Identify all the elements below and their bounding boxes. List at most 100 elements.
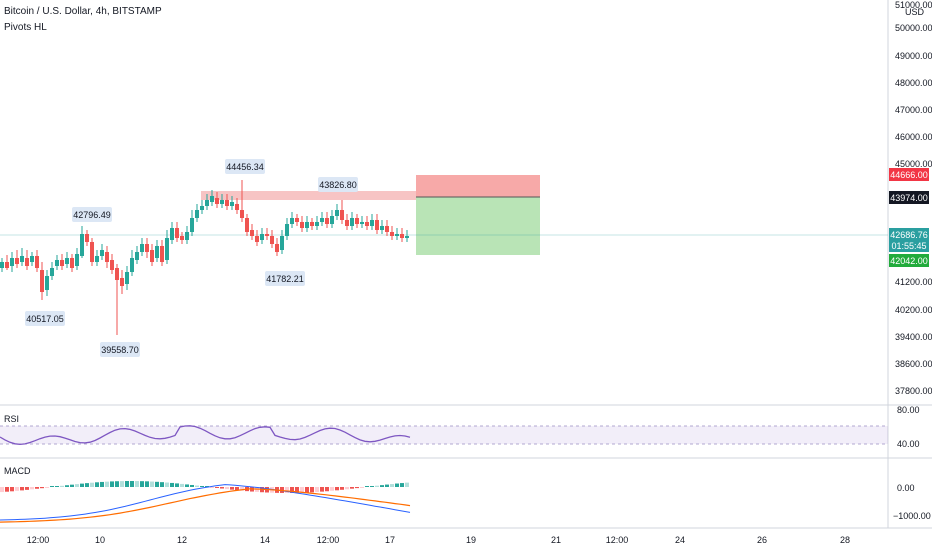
pivot-high-2: 43826.80 bbox=[319, 180, 357, 190]
macd-histogram-bar bbox=[195, 485, 199, 487]
macd-histogram-bar bbox=[290, 487, 294, 493]
price-axis-label: 49000.00 bbox=[895, 51, 932, 61]
candle-body bbox=[140, 244, 144, 252]
pivot-low-2-box bbox=[25, 311, 65, 326]
time-axis-label: 26 bbox=[757, 535, 767, 545]
time-axis-label: 12:00 bbox=[27, 535, 50, 545]
rsi-band bbox=[0, 426, 888, 444]
macd-histogram-bar bbox=[75, 484, 79, 487]
macd-histogram-bar bbox=[40, 487, 44, 489]
target-price-tag[interactable] bbox=[889, 254, 929, 267]
macd-histogram-bar bbox=[105, 481, 109, 487]
time-axis[interactable]: 12:00 10 12 14 12:00 17 19 21 12:00 24 26 28 bbox=[27, 535, 850, 545]
indicator-pivots-label[interactable]: Pivots HL bbox=[4, 22, 47, 33]
candle-body bbox=[235, 204, 239, 210]
candle-body bbox=[75, 254, 79, 266]
candle-body bbox=[65, 258, 69, 264]
macd-histogram-bar bbox=[170, 482, 174, 487]
candle-body bbox=[265, 234, 269, 236]
macd-line bbox=[0, 484, 411, 521]
macd-histogram-bar bbox=[380, 485, 384, 487]
candle-body bbox=[5, 262, 9, 268]
candle-body bbox=[35, 256, 39, 268]
candle-body bbox=[400, 234, 404, 238]
candle-body bbox=[395, 234, 399, 236]
macd-histogram-bar bbox=[125, 481, 129, 487]
macd-histogram-bar bbox=[90, 482, 94, 487]
take-profit-zone[interactable] bbox=[416, 197, 540, 255]
stop-loss-extension bbox=[201, 191, 416, 200]
pivot-low-2: 40517.05 bbox=[26, 314, 64, 324]
candle-body bbox=[230, 202, 234, 206]
price-axis-labels[interactable]: 50000.00 49000.00 48000.00 47000.00 46000.00… bbox=[895, 23, 932, 396]
macd-histogram-bar bbox=[110, 481, 114, 487]
stop-price-tag[interactable] bbox=[889, 168, 929, 181]
candle-body bbox=[380, 226, 384, 230]
rsi-label[interactable]: RSI bbox=[4, 414, 19, 424]
candle-body bbox=[80, 234, 84, 256]
currency-usd-icon[interactable]: USD bbox=[905, 7, 925, 17]
target-price-text: 42042.00 bbox=[890, 256, 928, 266]
price-axis-label: 37800.00 bbox=[895, 386, 932, 396]
macd-label[interactable]: MACD bbox=[4, 466, 31, 476]
candle-body bbox=[335, 210, 339, 216]
candle-body bbox=[330, 216, 334, 224]
pivot-low-3-box bbox=[100, 342, 140, 357]
macd-histogram-bar bbox=[45, 487, 49, 488]
price-axis-label: 41200.00 bbox=[895, 277, 932, 287]
macd-histogram-bar bbox=[190, 484, 194, 487]
macd-histogram-bar bbox=[50, 486, 54, 487]
candle-body bbox=[55, 260, 59, 266]
macd-histogram-bar bbox=[135, 481, 139, 487]
macd-histogram-bar bbox=[95, 482, 99, 487]
price-axis-label: 38600.00 bbox=[895, 359, 932, 369]
macd-histogram-bar bbox=[205, 486, 209, 487]
last-price-tag[interactable] bbox=[889, 228, 929, 252]
macd-histogram-bar bbox=[0, 487, 4, 493]
time-axis-label: 12:00 bbox=[606, 535, 629, 545]
pivot-high-3: 42796.49 bbox=[73, 210, 111, 220]
stop-loss-zone[interactable] bbox=[416, 175, 540, 197]
price-axis-label: 48000.00 bbox=[895, 78, 932, 88]
macd-histogram-bar bbox=[370, 486, 374, 487]
pivot-high-1: 44456.34 bbox=[226, 162, 264, 172]
candle-body bbox=[95, 256, 99, 262]
macd-histogram-bar bbox=[340, 487, 344, 490]
candle-body bbox=[150, 250, 154, 262]
candle-body bbox=[315, 222, 319, 226]
candlesticks[interactable] bbox=[0, 180, 409, 335]
macd-histogram-bar bbox=[165, 482, 169, 487]
candle-body bbox=[260, 234, 264, 240]
candle-body bbox=[255, 236, 259, 242]
price-axis-label: 46000.00 bbox=[895, 132, 932, 142]
macd-histogram-bar bbox=[325, 487, 329, 492]
candle-body bbox=[125, 272, 129, 284]
candle-body bbox=[165, 238, 169, 260]
macd-histogram-bar bbox=[390, 484, 394, 487]
pivot-high-1-box bbox=[225, 159, 265, 174]
candle-body bbox=[355, 218, 359, 224]
macd-histogram-bar bbox=[355, 487, 359, 489]
macd-histogram-bar bbox=[330, 487, 334, 491]
candle-body bbox=[365, 222, 369, 226]
candle-body bbox=[350, 218, 354, 226]
candle-body bbox=[200, 206, 204, 210]
symbol-title[interactable]: Bitcoin / U.S. Dollar, 4h, BITSTAMP bbox=[4, 6, 162, 17]
macd-histogram-bar bbox=[405, 482, 409, 487]
macd-histogram-bar bbox=[55, 486, 59, 487]
candle-body bbox=[180, 236, 184, 240]
bar-countdown-text: 01:55:45 bbox=[891, 241, 926, 251]
candle-body bbox=[115, 268, 119, 280]
price-axis-label: 40200.00 bbox=[895, 305, 932, 315]
price-axis-label: 47000.00 bbox=[895, 105, 932, 115]
time-axis-label: 24 bbox=[675, 535, 685, 545]
candle-body bbox=[295, 218, 299, 222]
macd-histogram-bar bbox=[365, 486, 369, 487]
macd-histogram-bar bbox=[5, 487, 9, 492]
candle-body bbox=[325, 218, 329, 224]
macd-histogram-bar bbox=[20, 487, 24, 491]
entry-price-tag[interactable] bbox=[889, 191, 929, 204]
entry-price-text: 43974.00 bbox=[890, 193, 928, 203]
